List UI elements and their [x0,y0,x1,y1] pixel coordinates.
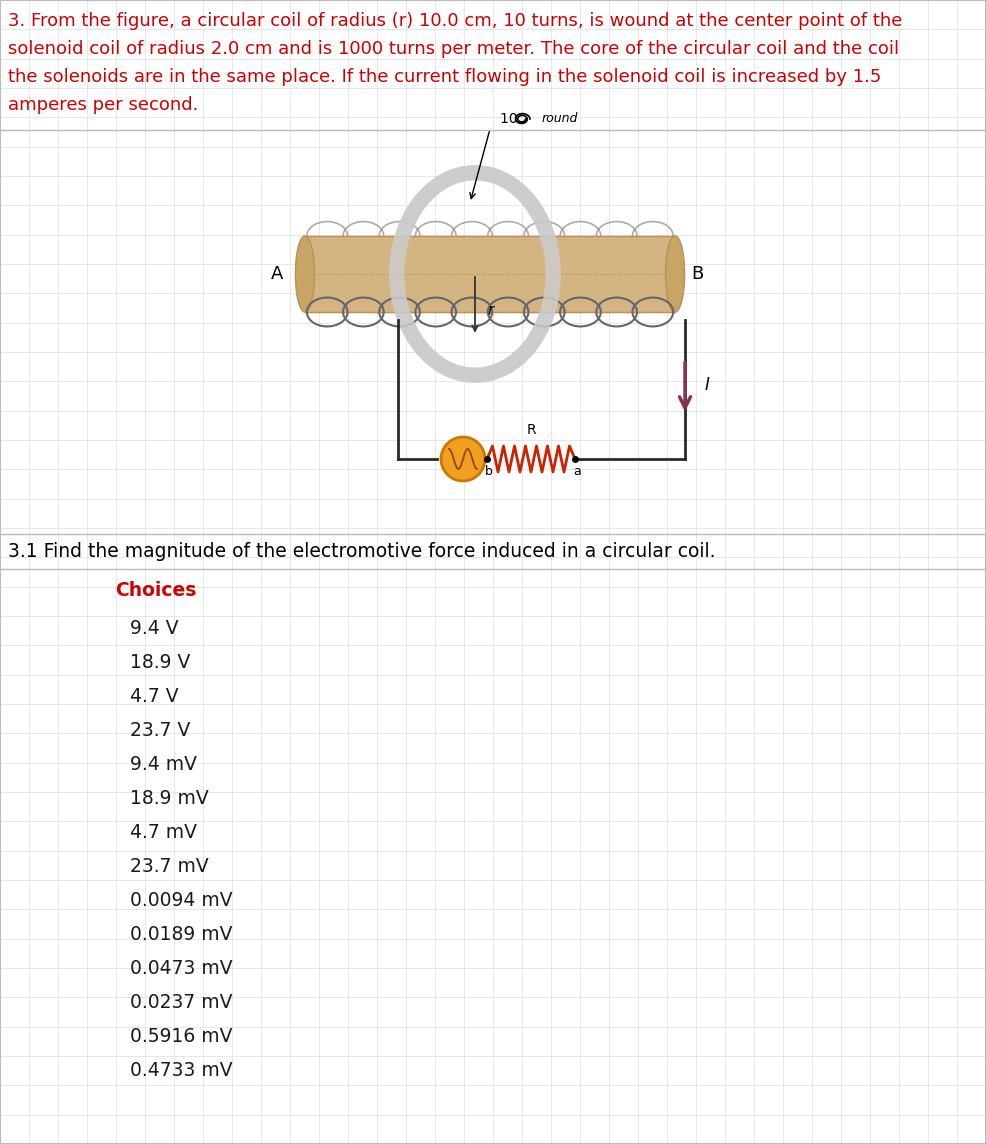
Text: Choices: Choices [115,581,196,599]
Ellipse shape [666,236,684,312]
Text: R: R [527,423,535,437]
Text: amperes per second.: amperes per second. [8,96,198,114]
Text: r: r [487,303,493,318]
Text: 18.9 V: 18.9 V [130,653,190,672]
Text: B: B [691,265,703,283]
Text: 0.0189 mV: 0.0189 mV [130,925,233,944]
Circle shape [441,437,485,480]
Text: 0.0237 mV: 0.0237 mV [130,993,233,1012]
Text: I: I [705,375,710,394]
Text: 0.5916 mV: 0.5916 mV [130,1027,233,1046]
Text: 0.4733 mV: 0.4733 mV [130,1060,233,1080]
Text: solenoid coil of radius 2.0 cm and is 1000 turns per meter. The core of the circ: solenoid coil of radius 2.0 cm and is 10… [8,40,899,58]
Text: 0.0094 mV: 0.0094 mV [130,891,233,909]
Text: 9.4 mV: 9.4 mV [130,755,197,774]
Bar [305,236,675,312]
Text: 18.9 mV: 18.9 mV [130,789,209,808]
Text: A: A [271,265,283,283]
Ellipse shape [296,236,315,312]
Text: 23.7 mV: 23.7 mV [130,857,209,876]
Text: the solenoids are in the same place. If the current flowing in the solenoid coil: the solenoids are in the same place. If … [8,67,881,86]
Text: 4.7 V: 4.7 V [130,688,178,706]
Text: 9.4 V: 9.4 V [130,619,178,638]
Text: 4.7 mV: 4.7 mV [130,823,197,842]
Text: b: b [485,464,493,478]
Text: a: a [573,464,581,478]
Text: 10: 10 [500,112,522,126]
Text: 0.0473 mV: 0.0473 mV [130,959,233,978]
Text: 23.7 V: 23.7 V [130,721,190,740]
Text: 3. From the figure, a circular coil of radius (r) 10.0 cm, 10 turns, is wound at: 3. From the figure, a circular coil of r… [8,11,902,30]
Text: round: round [542,112,579,126]
Text: 3.1 Find the magnitude of the electromotive force induced in a circular coil.: 3.1 Find the magnitude of the electromot… [8,542,716,561]
